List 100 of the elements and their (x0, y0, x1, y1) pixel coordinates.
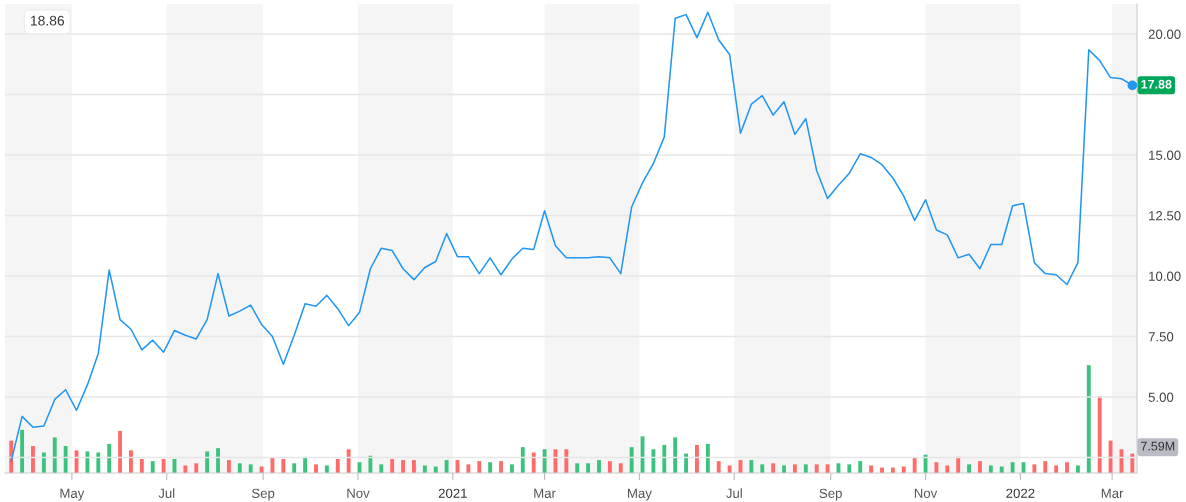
x-tick-label: May (60, 488, 85, 501)
x-tick-label: 2022 (1006, 488, 1035, 498)
bar (912, 457, 917, 473)
bar (629, 447, 634, 473)
bar (1032, 464, 1037, 473)
bar (575, 463, 580, 473)
bar (1108, 440, 1113, 473)
bar (412, 460, 416, 473)
bar (749, 460, 754, 473)
annotation: 18.86 (30, 15, 65, 26)
bar (1097, 396, 1102, 473)
x-tick-label: Sep (251, 488, 275, 501)
x-tick-label: Jul (726, 488, 742, 498)
bar (988, 465, 993, 473)
bar (542, 449, 547, 473)
bar (814, 464, 819, 473)
bar (63, 446, 68, 473)
bar (194, 463, 199, 473)
bar (618, 463, 623, 473)
x-tick-label: May (628, 488, 652, 501)
bar (597, 460, 601, 473)
bar (205, 451, 210, 473)
bar (488, 462, 493, 473)
bar (586, 463, 591, 473)
bar (1075, 465, 1080, 473)
bar (1010, 462, 1015, 473)
bar (945, 465, 950, 473)
bar (716, 461, 721, 473)
bar (531, 452, 536, 473)
bar (673, 437, 678, 473)
bar (52, 437, 57, 473)
bar (335, 458, 340, 473)
x-tick-label: Nov (347, 488, 370, 498)
bar (869, 465, 874, 473)
bar (607, 461, 612, 473)
y-tick-label: 10.00 (1149, 271, 1181, 281)
bar (96, 452, 101, 473)
bar (281, 458, 286, 473)
bar (564, 449, 569, 473)
bar (477, 461, 482, 473)
bar (346, 449, 351, 473)
bar (1130, 453, 1135, 473)
bar (662, 444, 667, 473)
bar (1054, 465, 1059, 473)
bar (422, 465, 427, 473)
bar (324, 465, 329, 473)
annotation: 17.88 (1141, 79, 1172, 89)
bar (248, 464, 253, 473)
x-tick-label: Mar (1101, 488, 1124, 498)
bar (379, 464, 384, 473)
text: 7.59M (1141, 441, 1175, 451)
bar (314, 464, 318, 473)
bar (705, 443, 710, 473)
bar (292, 463, 297, 473)
bar (760, 464, 765, 473)
bar (967, 464, 972, 473)
bar (390, 458, 395, 473)
bar (129, 450, 133, 473)
bar (150, 461, 155, 473)
bar (847, 464, 852, 473)
bar (107, 443, 112, 473)
bar (771, 463, 776, 473)
bar (41, 452, 46, 473)
bar (934, 462, 939, 473)
bar (161, 458, 166, 473)
y-tick-label: 15.00 (1149, 150, 1181, 160)
x-tick-label: Mar (534, 488, 556, 498)
bar (684, 453, 689, 473)
bar (825, 464, 830, 473)
bar (651, 449, 656, 473)
bar (1065, 462, 1069, 473)
x-tick-label: 2021 (438, 488, 467, 498)
bar (183, 465, 188, 473)
bar (1086, 365, 1091, 473)
bar (31, 446, 35, 473)
bar (444, 460, 449, 473)
bar (139, 458, 144, 473)
bar (1043, 461, 1048, 473)
bar (782, 465, 786, 473)
bar (237, 463, 242, 473)
bar (216, 448, 220, 473)
bar (401, 460, 406, 473)
bar (792, 464, 797, 473)
bar (803, 464, 808, 473)
y-tick-label: 7.50 (1148, 332, 1174, 342)
bar (368, 455, 373, 473)
bar (520, 447, 525, 473)
x-tick-label: Nov (914, 488, 938, 498)
bar (20, 429, 25, 473)
y-tick-label: 12.50 (1149, 211, 1181, 221)
bar (727, 465, 732, 473)
bar (509, 464, 514, 473)
x-tick-label: Jul (158, 488, 175, 498)
bar (978, 461, 982, 473)
bar (226, 460, 231, 473)
y-tick-label: 20.00 (1148, 29, 1181, 39)
bar (499, 461, 503, 473)
x-tick-label: Sep (819, 488, 842, 501)
bar (118, 430, 123, 473)
bar (695, 444, 699, 473)
